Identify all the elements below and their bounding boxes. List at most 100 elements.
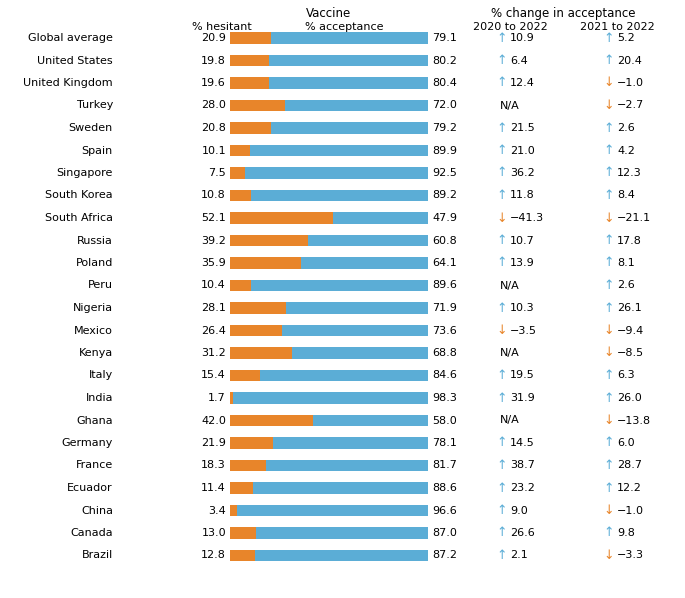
Text: 10.7: 10.7 [510,236,535,246]
Text: 87.2: 87.2 [432,551,457,560]
Bar [230,527,256,539]
Text: ↑: ↑ [603,459,614,472]
Text: 9.0: 9.0 [510,505,527,515]
Text: ↑: ↑ [497,32,507,44]
Bar [286,100,428,111]
Bar [234,392,428,404]
Text: ↓: ↓ [603,504,614,517]
Text: 20.8: 20.8 [201,123,226,133]
Text: 12.3: 12.3 [617,168,642,178]
Text: ↑: ↑ [497,504,507,517]
Text: ↑: ↑ [497,77,507,90]
Bar [230,437,273,449]
Bar [230,392,234,404]
Text: ↑: ↑ [497,257,507,270]
Text: 73.6: 73.6 [432,325,457,335]
Text: 31.2: 31.2 [201,348,226,358]
Text: 92.5: 92.5 [432,168,457,178]
Text: 21.0: 21.0 [510,145,535,155]
Text: ↑: ↑ [603,526,614,539]
Text: 72.0: 72.0 [432,100,457,111]
Text: 26.0: 26.0 [617,393,642,403]
Text: 12.4: 12.4 [510,78,535,88]
Bar [250,145,428,156]
Text: ↑: ↑ [603,369,614,382]
Text: 12.8: 12.8 [201,551,226,560]
Text: ↑: ↑ [603,54,614,67]
Text: India: India [86,393,113,403]
Text: 19.6: 19.6 [201,78,226,88]
Bar [230,122,271,134]
Text: 28.1: 28.1 [201,303,226,313]
Text: ↑: ↑ [603,437,614,450]
Text: ↑: ↑ [497,437,507,450]
Bar [308,234,428,246]
Text: 81.7: 81.7 [432,460,457,471]
Text: ↑: ↑ [603,189,614,202]
Text: −9.4: −9.4 [617,325,645,335]
Text: −41.3: −41.3 [510,213,544,223]
Text: N/A: N/A [500,416,520,426]
Text: ↑: ↑ [497,166,507,179]
Text: Nigeria: Nigeria [73,303,113,313]
Text: Peru: Peru [88,280,113,291]
Text: Canada: Canada [71,528,113,538]
Text: Mexico: Mexico [74,325,113,335]
Text: 47.9: 47.9 [432,213,457,223]
Text: ↑: ↑ [497,549,507,562]
Text: 23.2: 23.2 [510,483,535,493]
Text: 12.2: 12.2 [617,483,642,493]
Text: 10.8: 10.8 [201,191,226,200]
Text: ↑: ↑ [497,301,507,315]
Text: Turkey: Turkey [77,100,113,111]
Text: ↑: ↑ [603,279,614,292]
Bar [245,167,428,179]
Text: −21.1: −21.1 [617,213,651,223]
Text: ↑: ↑ [603,32,614,44]
Bar [230,212,333,224]
Text: 14.5: 14.5 [510,438,535,448]
Text: −8.5: −8.5 [617,348,644,358]
Bar [333,212,428,224]
Text: 71.9: 71.9 [432,303,457,313]
Bar [269,54,428,66]
Text: 4.2: 4.2 [617,145,635,155]
Text: ↓: ↓ [603,324,614,337]
Bar [251,190,428,202]
Bar [230,302,286,314]
Text: 98.3: 98.3 [432,393,457,403]
Text: 8.4: 8.4 [617,191,635,200]
Text: 9.8: 9.8 [617,528,635,538]
Bar [230,145,250,156]
Text: Vaccine: Vaccine [306,7,351,20]
Text: Kenya: Kenya [79,348,113,358]
Text: South Africa: South Africa [45,213,113,223]
Bar [313,414,428,426]
Bar [230,77,269,89]
Bar [292,347,428,359]
Text: ↑: ↑ [497,481,507,495]
Text: ↑: ↑ [497,144,507,157]
Text: United Kingdom: United Kingdom [23,78,113,88]
Bar [230,347,292,359]
Text: 96.6: 96.6 [432,505,457,515]
Text: 79.2: 79.2 [432,123,457,133]
Bar [230,505,237,516]
Text: 13.9: 13.9 [510,258,535,268]
Text: ↑: ↑ [603,481,614,495]
Text: 11.8: 11.8 [510,191,535,200]
Text: ↓: ↓ [603,414,614,427]
Text: 2020 to 2022: 2020 to 2022 [473,22,547,32]
Text: 7.5: 7.5 [208,168,226,178]
Bar [230,257,301,269]
Text: 38.7: 38.7 [510,460,535,471]
Text: 89.6: 89.6 [432,280,457,291]
Text: 19.8: 19.8 [201,56,226,66]
Bar [230,54,269,66]
Bar [230,234,308,246]
Bar [230,482,253,494]
Bar [251,280,428,291]
Text: 35.9: 35.9 [201,258,226,268]
Bar [230,550,256,562]
Text: 17.8: 17.8 [617,236,642,246]
